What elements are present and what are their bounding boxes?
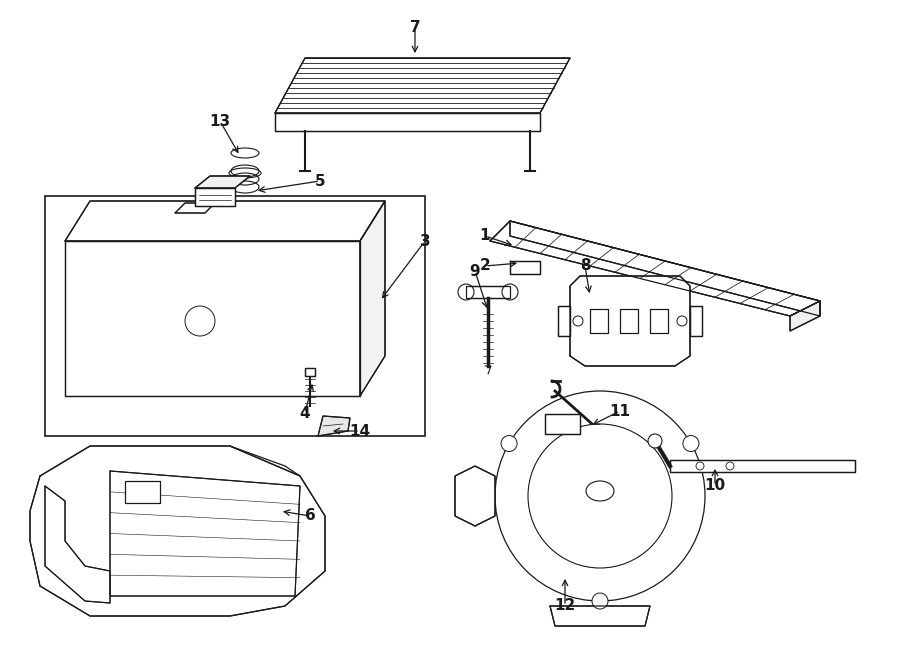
Polygon shape bbox=[590, 309, 608, 333]
Circle shape bbox=[592, 593, 608, 609]
Circle shape bbox=[726, 462, 734, 470]
Circle shape bbox=[458, 284, 474, 300]
Polygon shape bbox=[360, 201, 385, 396]
Polygon shape bbox=[490, 221, 820, 316]
Polygon shape bbox=[175, 203, 215, 213]
Circle shape bbox=[185, 306, 215, 336]
Text: 9: 9 bbox=[470, 264, 481, 278]
Text: 14: 14 bbox=[349, 424, 371, 438]
Polygon shape bbox=[195, 176, 250, 188]
Polygon shape bbox=[558, 306, 570, 336]
Polygon shape bbox=[65, 201, 385, 241]
Text: 10: 10 bbox=[705, 479, 725, 494]
Circle shape bbox=[501, 436, 518, 451]
Text: 12: 12 bbox=[554, 598, 576, 613]
Polygon shape bbox=[455, 466, 495, 526]
Polygon shape bbox=[305, 368, 315, 376]
Circle shape bbox=[502, 284, 518, 300]
Polygon shape bbox=[545, 414, 580, 434]
Circle shape bbox=[648, 434, 662, 448]
Polygon shape bbox=[690, 306, 702, 336]
Polygon shape bbox=[275, 58, 570, 113]
Circle shape bbox=[696, 462, 704, 470]
Circle shape bbox=[683, 436, 699, 451]
Polygon shape bbox=[45, 486, 110, 603]
Text: 13: 13 bbox=[210, 114, 230, 128]
Bar bbox=[45, 196, 425, 436]
Text: 8: 8 bbox=[580, 258, 590, 274]
Text: 7: 7 bbox=[410, 20, 420, 36]
Text: 6: 6 bbox=[304, 508, 315, 524]
Polygon shape bbox=[195, 188, 235, 206]
Polygon shape bbox=[30, 446, 325, 616]
Circle shape bbox=[677, 316, 687, 326]
Polygon shape bbox=[510, 261, 540, 274]
Ellipse shape bbox=[229, 168, 261, 178]
Polygon shape bbox=[620, 309, 638, 333]
Polygon shape bbox=[466, 286, 510, 298]
Ellipse shape bbox=[231, 148, 259, 158]
Polygon shape bbox=[65, 241, 360, 396]
Polygon shape bbox=[318, 416, 350, 436]
Text: 2: 2 bbox=[480, 258, 491, 274]
Polygon shape bbox=[650, 309, 668, 333]
Text: 4: 4 bbox=[300, 405, 310, 420]
Polygon shape bbox=[275, 113, 540, 131]
Polygon shape bbox=[570, 276, 690, 366]
Polygon shape bbox=[670, 460, 855, 472]
Circle shape bbox=[495, 391, 705, 601]
Polygon shape bbox=[510, 221, 820, 316]
Circle shape bbox=[573, 316, 583, 326]
Polygon shape bbox=[790, 301, 820, 331]
Text: 3: 3 bbox=[419, 233, 430, 249]
Ellipse shape bbox=[586, 481, 614, 501]
Text: 1: 1 bbox=[480, 229, 491, 243]
Text: 5: 5 bbox=[315, 173, 325, 188]
Polygon shape bbox=[125, 481, 160, 503]
Text: 11: 11 bbox=[609, 403, 631, 418]
Polygon shape bbox=[550, 606, 650, 626]
Polygon shape bbox=[110, 471, 300, 596]
Circle shape bbox=[528, 424, 672, 568]
